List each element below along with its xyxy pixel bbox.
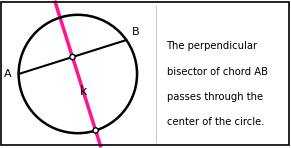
Text: B: B — [132, 27, 140, 37]
Text: A: A — [3, 69, 11, 79]
Text: The perpendicular: The perpendicular — [166, 41, 258, 52]
Circle shape — [93, 128, 98, 133]
Text: center of the circle.: center of the circle. — [166, 117, 264, 127]
Text: k: k — [80, 85, 87, 98]
Circle shape — [70, 54, 75, 60]
Text: bisector of chord AB: bisector of chord AB — [166, 67, 267, 77]
Text: passes through the: passes through the — [166, 92, 263, 102]
